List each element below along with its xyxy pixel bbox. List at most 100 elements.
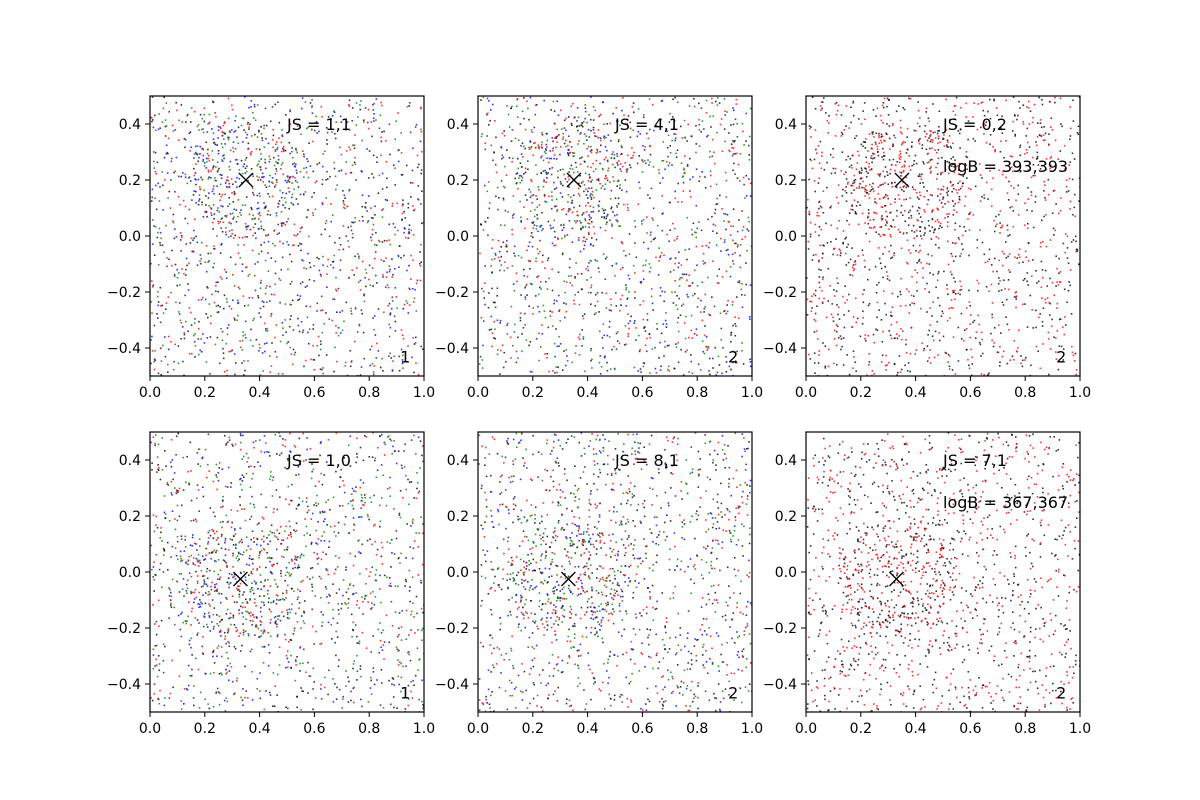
scatter-point [309,305,311,308]
scatter-point [904,304,907,307]
scatter-point [818,350,821,352]
scatter-point [366,148,368,150]
scatter-point [888,137,891,140]
scatter-point [626,170,628,172]
scatter-point [344,361,347,364]
scatter-point [929,172,932,174]
scatter-point [645,350,648,353]
scatter-point [632,264,635,267]
scatter-point [878,142,881,144]
scatter-point [536,276,538,278]
scatter-point [862,145,864,147]
scatter-point [236,186,238,188]
scatter-point [180,104,183,106]
scatter-point [1062,348,1065,350]
scatter-point [400,329,403,331]
scatter-point [968,229,971,231]
scatter-point [252,111,254,114]
scatter-point [686,163,689,166]
scatter-point [480,317,483,319]
scatter-point [675,346,678,348]
scatter-point [588,177,591,179]
scatter-point [551,191,553,193]
scatter-point [938,304,941,307]
scatter-point [188,262,190,265]
scatter-point [185,243,187,245]
scatter-point [535,104,538,106]
scatter-point [284,179,287,182]
scatter-point [1057,158,1059,160]
scatter-point [203,165,206,167]
scatter-point [990,188,993,191]
scatter-point [164,336,166,338]
scatter-point [217,137,219,139]
scatter-point [922,161,924,163]
scatter-point [603,135,606,137]
scatter-point [281,134,283,136]
scatter-point [1065,179,1068,181]
scatter-point [821,151,823,154]
scatter-point [697,297,700,300]
scatter-point [170,160,173,163]
scatter-point [954,229,956,231]
scatter-point [537,144,540,146]
scatter-point [597,204,600,207]
scatter-point [516,280,518,283]
scatter-point [902,170,905,173]
scatter-point [901,189,903,191]
scatter-point [741,282,743,285]
scatter-point [613,154,616,156]
scatter-point [891,292,893,295]
scatter-point [523,274,525,277]
scatter-point [871,370,874,372]
scatter-point [955,242,957,244]
scatter-point [682,181,685,184]
scatter-point [808,212,810,215]
x-tick-label: 0.8 [358,385,380,401]
scatter-point [1071,178,1074,181]
scatter-point [280,269,283,271]
scatter-point [870,167,873,170]
scatter-point [244,369,246,372]
scatter-point [420,345,422,348]
scatter-point [907,362,910,364]
scatter-point [275,212,278,214]
scatter-point [1075,248,1078,251]
scatter-point [852,102,854,104]
scatter-point [871,133,874,135]
scatter-point [535,260,537,263]
panel-index-label: 2 [1056,347,1066,366]
scatter-point [309,266,312,269]
scatter-point [276,233,279,235]
scatter-point [739,254,741,257]
scatter-point [911,302,913,304]
scatter-point [1061,326,1064,329]
scatter-point [575,221,577,224]
scatter-point [214,112,216,114]
scatter-point [282,204,285,206]
scatter-point [667,164,670,167]
scatter-point [258,552,261,555]
scatter-point [716,104,719,106]
scatter-point [380,464,383,466]
scatter-point [961,243,963,245]
scatter-point [403,254,405,257]
scatter-point [689,190,691,192]
scatter-point [698,180,700,182]
scatter-point [380,136,382,139]
scatter-point [600,366,603,368]
scatter-point [482,290,485,293]
scatter-point [893,252,896,254]
scatter-point [845,125,847,127]
scatter-point [154,114,156,117]
scatter-point [405,300,408,302]
scatter-point [320,233,323,236]
scatter-point [301,259,303,261]
scatter-point [339,146,341,149]
scatter-point [326,273,328,275]
scatter-point [577,291,580,293]
scatter-point [185,268,187,271]
scatter-point [525,339,528,342]
scatter-point [487,234,489,236]
